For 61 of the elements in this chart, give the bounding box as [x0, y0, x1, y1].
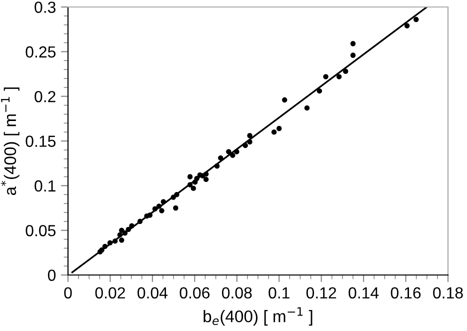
point	[323, 74, 328, 80]
point	[247, 139, 252, 144]
point	[152, 206, 158, 212]
point	[117, 232, 123, 238]
point	[160, 199, 166, 204]
x-tick-label: 0	[64, 287, 72, 299]
x-axis-title: b$_{e}$(400) [ m$^{−1}$ ]	[204, 307, 312, 326]
point	[242, 142, 248, 148]
point	[218, 155, 224, 161]
point	[102, 244, 108, 250]
y-axis-title: a$^{*}$(400) [ m$^{−1}$ ]	[0, 87, 20, 196]
point	[156, 204, 162, 209]
point	[129, 223, 134, 228]
y-tick-label: 0.05	[26, 224, 56, 236]
point	[159, 208, 164, 214]
point	[271, 129, 277, 135]
point	[173, 205, 178, 211]
x-tick-label: 0.12	[306, 287, 336, 299]
x-tick-label: 0.1	[268, 287, 290, 299]
x-tick-label: 0.08	[222, 287, 252, 299]
y-tick-label: 0.2	[34, 90, 56, 102]
y-tick-label: 0.1	[34, 180, 56, 192]
point	[230, 152, 236, 158]
point	[187, 174, 193, 180]
point	[126, 226, 131, 232]
point	[214, 163, 220, 169]
x-tick-label: 0.02	[95, 287, 125, 299]
point	[316, 88, 322, 94]
x-tick-label: 0.18	[433, 287, 463, 299]
y-tick-label: 0	[48, 270, 56, 281]
point	[226, 149, 232, 154]
y-tick-label: 0.3	[34, 2, 56, 13]
point	[122, 230, 128, 236]
point	[174, 192, 180, 198]
point	[192, 179, 198, 185]
point	[187, 182, 193, 188]
point	[247, 133, 252, 138]
point	[107, 240, 113, 246]
point	[336, 74, 342, 80]
x-tick-label: 0.16	[390, 287, 421, 299]
point	[350, 41, 356, 46]
point	[203, 176, 209, 182]
point	[304, 105, 310, 111]
point	[350, 52, 356, 58]
point	[343, 68, 348, 74]
x-tick-label: 0.14	[348, 287, 379, 299]
y-tick-label: 0.15	[26, 136, 56, 147]
point	[282, 97, 288, 103]
x-tick-label: 0.06	[180, 287, 210, 299]
point	[414, 16, 419, 22]
point	[170, 194, 176, 200]
point	[112, 238, 118, 244]
point	[137, 218, 143, 224]
y-tick-label: 0.25	[26, 46, 56, 58]
point	[404, 23, 410, 28]
point	[190, 186, 196, 191]
x-tick-label: 0.04	[138, 287, 168, 299]
point	[234, 149, 240, 154]
point	[144, 213, 150, 219]
point	[119, 238, 124, 243]
point	[276, 126, 282, 132]
